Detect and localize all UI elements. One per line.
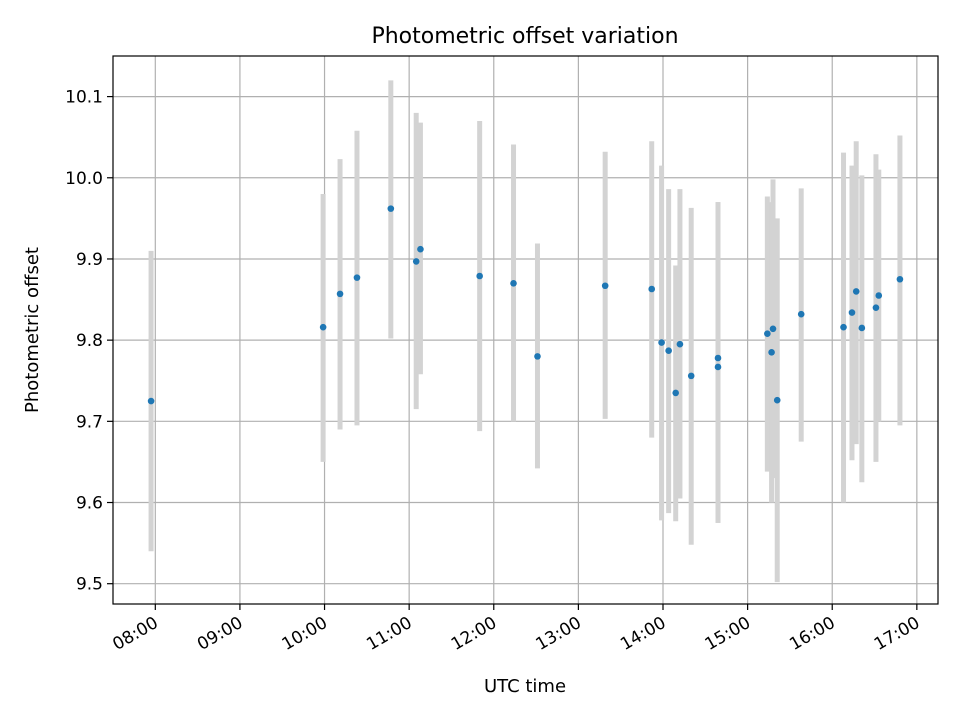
grid-lines: [113, 56, 938, 604]
x-tick-label: 10:00: [279, 613, 331, 655]
data-point: [534, 353, 541, 360]
data-point: [764, 330, 771, 337]
data-point: [872, 304, 880, 311]
data-point: [896, 275, 904, 283]
data-point: [875, 292, 883, 299]
data-point: [658, 339, 665, 346]
data-point: [412, 258, 420, 265]
x-axis-ticks: 08:00 09:00 10:00 11:00 12:00 13:00 14:00 15:00…: [109, 604, 923, 655]
y-tick-label: 9.7: [76, 412, 103, 432]
x-tick-label: 17:00: [871, 613, 923, 655]
data-point: [672, 389, 679, 397]
data-point: [768, 349, 775, 356]
x-tick-label: 14:00: [617, 613, 669, 655]
plot-frame: [112, 55, 939, 605]
x-tick-label: 08:00: [109, 613, 161, 655]
data-point: [417, 245, 424, 253]
data-point: [773, 396, 781, 404]
data-point: [858, 324, 866, 332]
x-tick-label: 09:00: [194, 613, 246, 655]
data-point: [714, 354, 722, 362]
data-point: [147, 397, 155, 405]
chart-title: Photometric offset variation: [371, 24, 678, 49]
data-point: [840, 323, 847, 331]
x-tick-label: 12:00: [448, 613, 500, 655]
x-tick-label: 15:00: [702, 613, 754, 655]
x-tick-label: 13:00: [532, 613, 584, 655]
y-axis-label: Photometric offset: [22, 247, 43, 413]
y-tick-label: 9.6: [76, 494, 103, 514]
data-point: [336, 290, 344, 298]
y-axis-ticks: 9.5 9.6 9.7 9.8 9.9 10.0 10.1: [65, 88, 113, 595]
x-tick-label: 11:00: [363, 613, 415, 655]
data-point: [687, 372, 695, 380]
data-point: [510, 280, 517, 287]
data-point: [648, 285, 656, 293]
y-tick-label: 9.5: [76, 575, 103, 595]
y-tick-label: 9.8: [76, 331, 103, 351]
data-point: [676, 340, 684, 348]
data-point: [848, 309, 856, 316]
data-point: [353, 274, 361, 281]
data-point: [319, 323, 327, 331]
data-point: [476, 272, 483, 280]
data-point: [714, 363, 722, 371]
y-tick-label: 9.9: [76, 250, 103, 270]
y-tick-label: 10.1: [65, 88, 103, 108]
x-tick-label: 16:00: [786, 613, 838, 655]
data-point: [769, 325, 777, 333]
data-point: [601, 282, 609, 290]
error-bars: [148, 80, 903, 583]
data-point: [852, 288, 860, 295]
data-point: [387, 205, 395, 212]
y-tick-label: 10.0: [65, 169, 103, 189]
data-point: [665, 347, 672, 355]
data-points: [147, 205, 904, 405]
x-axis-label: UTC time: [484, 676, 566, 697]
data-point: [797, 310, 805, 318]
